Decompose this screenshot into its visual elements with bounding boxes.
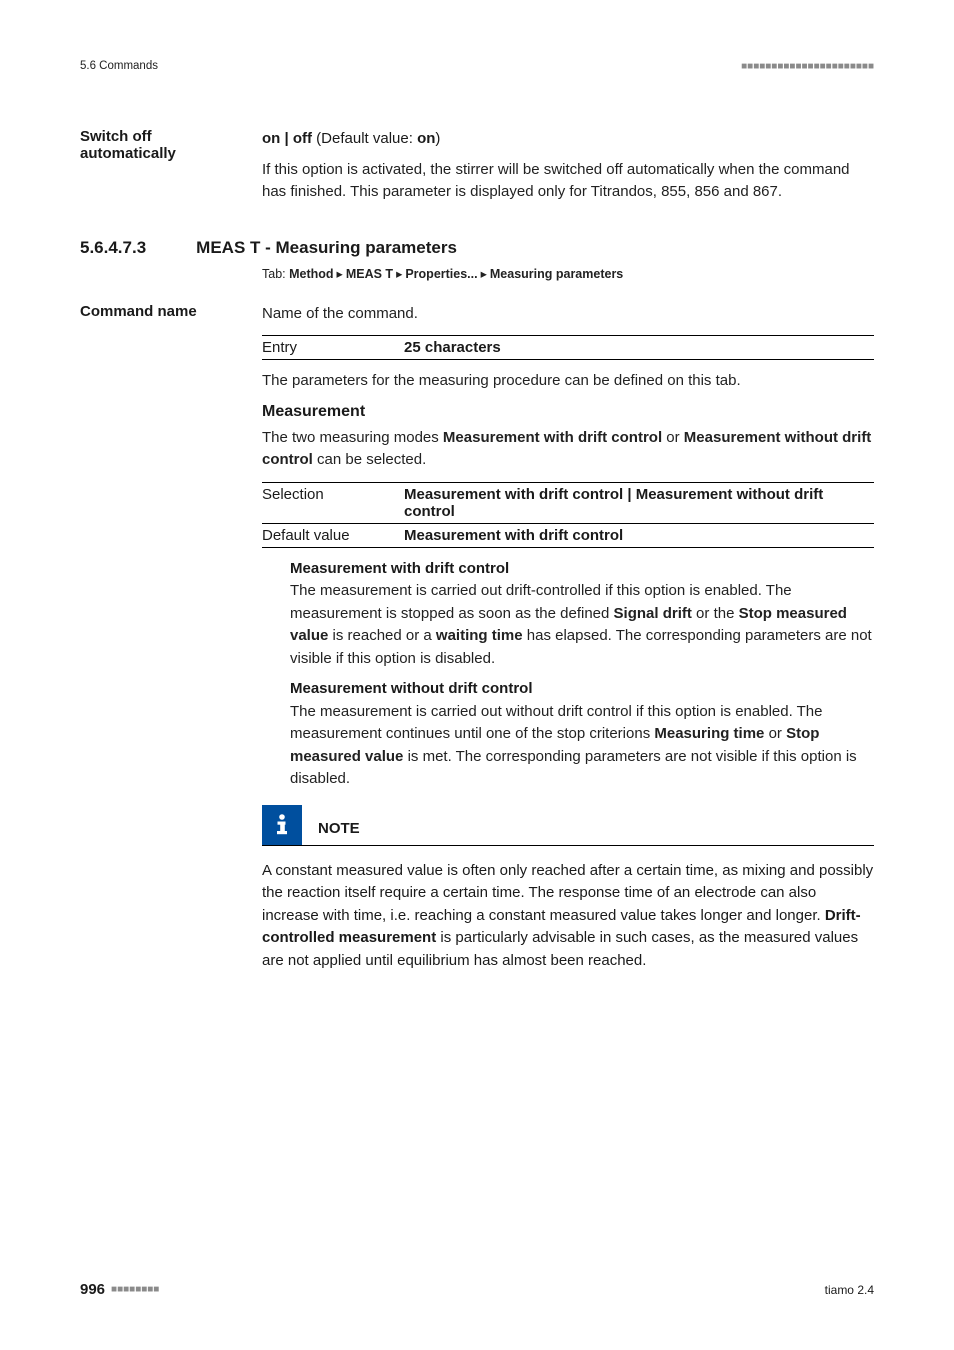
measurement-heading: Measurement (262, 403, 874, 421)
footer-left: 996 ■■■■■■■■ (80, 1281, 159, 1298)
footer-right: tiamo 2.4 (825, 1283, 874, 1297)
note-header: NOTE (262, 805, 874, 846)
header-decoration: ■■■■■■■■■■■■■■■■■■■■■■ (741, 61, 874, 72)
param-command-name: Command name Name of the command. Entry … (80, 303, 874, 973)
param-heading: Switch off automatically (80, 128, 250, 162)
param-description: If this option is activated, the stirrer… (262, 159, 874, 204)
entry-value: 25 characters (404, 339, 874, 356)
tab-seg-0: Method (289, 267, 333, 281)
page-number: 996 (80, 1281, 105, 1298)
param-switch-off-automatically: Switch off automatically on | off (Defau… (80, 128, 874, 204)
param-after-text: The parameters for the measuring procedu… (262, 370, 874, 393)
text-span: A constant measured value is often only … (262, 862, 873, 924)
option-body: The measurement is carried out without d… (290, 701, 874, 791)
selection-value: Measurement with drift control | Measure… (404, 486, 874, 520)
text-span: is reached or a (328, 627, 436, 644)
default-text-mid: (Default value: (312, 130, 417, 147)
param-description: Name of the command. (262, 303, 874, 326)
measurement-intro: The two measuring modes Measurement with… (262, 427, 874, 472)
section-number: 5.6.4.7.3 (80, 238, 146, 258)
text-span: The two measuring modes (262, 429, 443, 446)
text-span: can be selected. (313, 451, 426, 468)
tab-seg-3: Measuring parameters (490, 267, 623, 281)
default-text-suffix: ) (435, 130, 440, 147)
entry-label: Entry (262, 339, 404, 356)
bold-span: Measurement with drift control (443, 429, 662, 446)
note-body: A constant measured value is often only … (262, 860, 874, 973)
option-with-drift: Measurement with drift control The measu… (262, 558, 874, 671)
text-span: or the (692, 605, 739, 622)
tab-label: Tab: (262, 267, 289, 281)
header-section: 5.6 Commands (80, 60, 158, 72)
measurement-table: Selection Measurement with drift control… (262, 482, 874, 548)
options-text: on | off (262, 130, 312, 147)
note-label: NOTE (318, 820, 360, 845)
page-footer: 996 ■■■■■■■■ tiamo 2.4 (80, 1281, 874, 1298)
tab-path: Tab: Method▸MEAS T▸Properties...▸Measuri… (262, 266, 874, 281)
default-value-label: Default value (262, 527, 404, 544)
tab-sep: ▸ (396, 267, 402, 281)
tab-sep: ▸ (481, 267, 487, 281)
section-title: MEAS T - Measuring parameters (196, 238, 457, 258)
selection-label: Selection (262, 486, 404, 520)
option-heading: Measurement without drift control (290, 678, 874, 701)
text-span: or (662, 429, 684, 446)
tab-seg-2: Properties... (405, 267, 477, 281)
tab-seg-1: MEAS T (346, 267, 393, 281)
option-without-drift: Measurement without drift control The me… (262, 678, 874, 791)
tab-sep: ▸ (337, 267, 343, 281)
text-span: or (764, 725, 786, 742)
param-default-line: on | off (Default value: on) (262, 128, 874, 151)
param-heading: Command name (80, 303, 250, 320)
default-value-value: Measurement with drift control (404, 527, 874, 544)
option-heading: Measurement with drift control (290, 558, 874, 581)
info-icon (262, 805, 302, 845)
footer-decoration: ■■■■■■■■ (111, 1284, 159, 1295)
bold-span: waiting time (436, 627, 523, 644)
bold-span: Signal drift (614, 605, 692, 622)
default-value: on (417, 130, 435, 147)
page-header: 5.6 Commands ■■■■■■■■■■■■■■■■■■■■■■ (80, 60, 874, 72)
bold-span: Measuring time (654, 725, 764, 742)
section-heading: 5.6.4.7.3 MEAS T - Measuring parameters (80, 238, 874, 258)
entry-table: Entry 25 characters (262, 335, 874, 360)
note-box: NOTE A constant measured value is often … (262, 805, 874, 973)
option-body: The measurement is carried out drift-con… (290, 580, 874, 670)
page-content: Switch off automatically on | off (Defau… (80, 128, 874, 992)
